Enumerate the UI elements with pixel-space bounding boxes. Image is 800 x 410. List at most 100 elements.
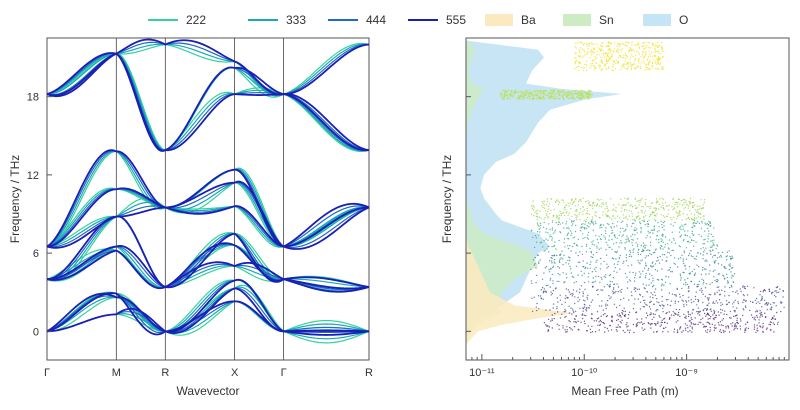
scatter-point bbox=[607, 244, 609, 246]
scatter-point bbox=[731, 274, 733, 276]
scatter-point bbox=[567, 91, 570, 94]
scatter-point bbox=[589, 51, 592, 53]
scatter-point bbox=[597, 50, 599, 53]
scatter-point bbox=[679, 210, 681, 212]
scatter-point bbox=[535, 306, 537, 308]
scatter-point bbox=[649, 301, 651, 304]
scatter-point bbox=[615, 241, 618, 244]
scatter-point bbox=[589, 267, 591, 269]
scatter-point bbox=[709, 330, 711, 333]
scatter-point bbox=[508, 89, 510, 92]
scatter-point bbox=[773, 315, 775, 317]
scatter-point bbox=[628, 299, 630, 301]
scatter-point bbox=[641, 250, 643, 253]
scatter-point bbox=[769, 329, 772, 331]
scatter-point bbox=[634, 298, 636, 300]
scatter-point bbox=[679, 275, 682, 277]
scatter-point bbox=[554, 229, 556, 231]
scatter-point bbox=[586, 64, 588, 67]
scatter-point bbox=[612, 60, 614, 62]
scatter-point bbox=[657, 322, 659, 325]
scatter-point bbox=[581, 206, 584, 208]
scatter-point bbox=[766, 304, 768, 306]
scatter-point bbox=[587, 294, 589, 297]
scatter-point bbox=[603, 286, 605, 288]
scatter-point bbox=[696, 310, 698, 313]
scatter-point bbox=[764, 303, 766, 305]
scatter-point bbox=[576, 66, 578, 69]
scatter-point bbox=[710, 316, 712, 318]
scatter-point bbox=[503, 92, 506, 94]
scatter-point bbox=[662, 56, 664, 58]
scatter-point bbox=[613, 235, 615, 237]
scatter-point bbox=[595, 215, 597, 217]
scatter-point bbox=[567, 237, 569, 240]
scatter-point bbox=[701, 278, 703, 280]
scatter-point bbox=[665, 215, 668, 217]
scatter-point bbox=[550, 320, 552, 322]
scatter-point bbox=[585, 310, 588, 312]
scatter-point bbox=[755, 302, 758, 304]
scatter-point bbox=[640, 321, 643, 323]
scatter-point bbox=[634, 234, 636, 236]
scatter-point bbox=[720, 304, 722, 307]
scatter-point bbox=[545, 228, 548, 230]
scatter-point bbox=[559, 299, 562, 301]
scatter-point bbox=[652, 232, 654, 234]
scatter-point bbox=[660, 52, 662, 54]
scatter-point bbox=[677, 320, 679, 322]
scatter-point bbox=[564, 246, 566, 248]
scatter-point bbox=[554, 201, 556, 203]
scatter-point bbox=[518, 96, 521, 99]
scatter-point bbox=[770, 318, 773, 321]
scatter-point bbox=[616, 263, 619, 266]
scatter-point bbox=[632, 49, 634, 51]
scatter-point bbox=[712, 249, 714, 251]
scatter-point bbox=[691, 318, 693, 321]
scatter-point bbox=[563, 98, 565, 100]
scatter-point bbox=[634, 205, 636, 207]
scatter-point bbox=[643, 249, 645, 252]
scatter-point bbox=[685, 247, 688, 249]
scatter-point bbox=[547, 284, 549, 286]
scatter-point bbox=[583, 49, 585, 51]
scatter-point bbox=[616, 319, 618, 322]
scatter-point bbox=[718, 324, 720, 326]
scatter-point bbox=[772, 322, 774, 324]
scatter-point bbox=[624, 208, 626, 211]
scatter-point bbox=[549, 97, 551, 99]
scatter-point bbox=[697, 216, 700, 218]
scatter-point bbox=[586, 52, 589, 54]
scatter-point bbox=[707, 227, 709, 230]
scatter-point bbox=[566, 234, 568, 236]
scatter-point bbox=[586, 95, 588, 97]
scatter-point bbox=[619, 48, 621, 51]
scatter-point bbox=[536, 209, 539, 211]
scatter-point bbox=[631, 206, 634, 208]
scatter-point bbox=[567, 289, 569, 291]
scatter-point bbox=[656, 260, 658, 262]
scatter-point bbox=[759, 290, 762, 293]
scatter-point bbox=[731, 325, 733, 327]
scatter-point bbox=[658, 315, 660, 317]
scatter-point bbox=[692, 226, 694, 228]
scatter-point bbox=[636, 245, 638, 248]
scatter-point bbox=[596, 238, 598, 241]
scatter-point bbox=[606, 299, 609, 302]
scatter-point bbox=[709, 283, 711, 285]
scatter-point bbox=[760, 311, 763, 314]
scatter-point bbox=[612, 63, 614, 65]
scatter-point bbox=[664, 246, 666, 248]
scatter-point bbox=[703, 199, 706, 201]
scatter-point bbox=[702, 301, 704, 304]
scatter-point bbox=[603, 235, 605, 237]
scatter-point bbox=[698, 234, 700, 236]
scatter-point bbox=[550, 260, 553, 262]
scatter-point bbox=[557, 301, 559, 303]
scatter-point bbox=[583, 95, 585, 98]
scatter-point bbox=[645, 50, 647, 53]
scatter-point bbox=[742, 286, 744, 288]
scatter-point bbox=[658, 58, 660, 61]
scatter-point bbox=[633, 303, 635, 305]
scatter-point bbox=[597, 317, 600, 319]
